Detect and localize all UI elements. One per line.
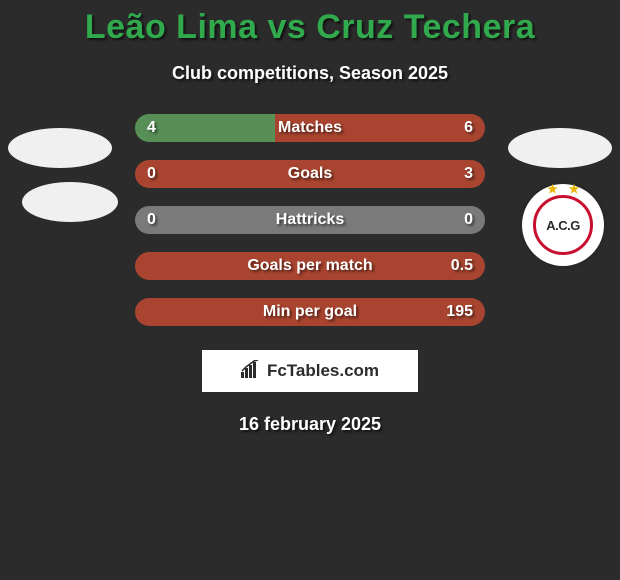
bar-value-right: 195 (446, 298, 473, 326)
comparison-bars: Matches46Goals03Hattricks00Goals per mat… (135, 114, 485, 344)
bar-label: Hattricks (135, 206, 485, 234)
bar-label: Goals (135, 160, 485, 188)
bar-label: Goals per match (135, 252, 485, 280)
player-right-photo-placeholder (508, 128, 612, 168)
player-left-photo-placeholder-1 (8, 128, 112, 168)
comparison-area: ★ ★ A.C.G Matches46Goals03Hattricks00Goa… (0, 114, 620, 344)
bar-label: Min per goal (135, 298, 485, 326)
bar-value-right: 3 (464, 160, 473, 188)
bar-value-left: 0 (147, 206, 156, 234)
bar-value-left: 4 (147, 114, 156, 142)
player-left-photo-placeholder-2 (22, 182, 118, 222)
bar-row: Matches4 6 (135, 114, 485, 142)
watermark-text: FcTables.com (267, 361, 379, 381)
bar-value-right: 6 (464, 114, 473, 142)
bar-row: Goals0 3 (135, 160, 485, 188)
bar-row: Goals per match0.5 (135, 252, 485, 280)
crest-text: A.C.G (546, 218, 580, 233)
bar-row: Hattricks0 0 (135, 206, 485, 234)
bar-value-right: 0.5 (451, 252, 473, 280)
crest-stars-icon: ★ ★ (536, 182, 590, 196)
watermark: FcTables.com (202, 350, 418, 392)
page-title: Leão Lima vs Cruz Techera (0, 0, 620, 47)
page-subtitle: Club competitions, Season 2025 (0, 63, 620, 84)
bar-value-right: 0 (464, 206, 473, 234)
club-crest-right: ★ ★ A.C.G (522, 184, 604, 266)
bar-value-left: 0 (147, 160, 156, 188)
bar-chart-icon (241, 360, 261, 383)
bar-label: Matches (135, 114, 485, 142)
bar-row: Min per goal195 (135, 298, 485, 326)
club-crest-inner: ★ ★ A.C.G (533, 195, 593, 255)
footer-date: 16 february 2025 (0, 414, 620, 435)
